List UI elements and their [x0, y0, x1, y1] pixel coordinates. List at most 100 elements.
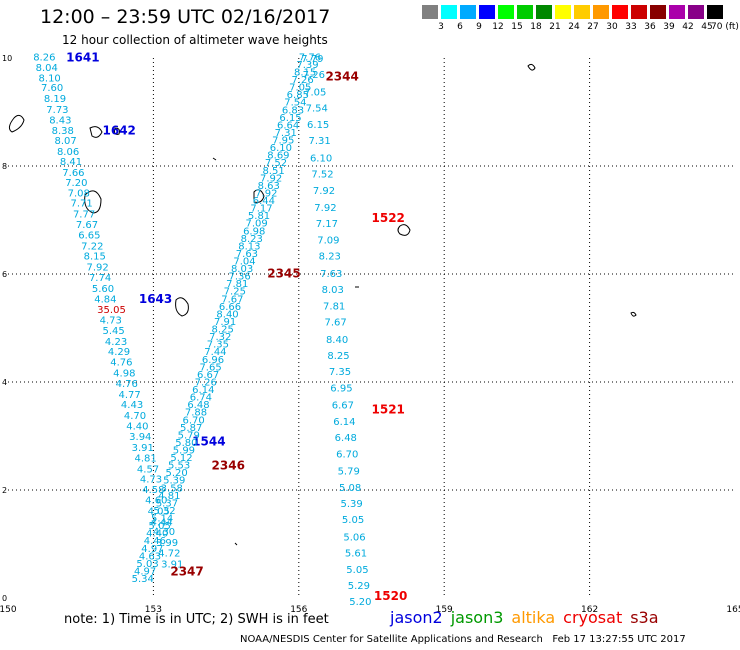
jason2-wave-height: 4.72: [158, 549, 180, 560]
scale-swatch: [555, 5, 571, 19]
cryosat-wave-height: 7.05: [304, 87, 326, 98]
s3a-wave-height: 7.91: [214, 317, 236, 328]
jason2-wave-height: 3.91: [161, 559, 183, 570]
cryosat-wave-height: 5.08: [339, 483, 361, 494]
jason2-wave-height: 8.43: [49, 116, 71, 127]
s3a-wave-height: 7.81: [226, 279, 248, 290]
island-outline: [89, 126, 103, 138]
s3a-wave-height: 5.32: [153, 506, 175, 517]
s3a-wave-height: 8.15: [294, 68, 316, 79]
s3a-wave-height: 6.74: [190, 393, 212, 404]
cryosat-wave-height: 5.29: [348, 581, 370, 592]
s3a-wave-height: 5.12: [170, 453, 192, 464]
s3a-wave-height: 7.17: [250, 204, 272, 215]
scale-label: 39: [663, 22, 675, 32]
x-tick-label: 153: [145, 605, 162, 615]
cryosat-wave-height: 6.95: [330, 383, 352, 394]
jason2-wave-height: 5.60: [92, 284, 114, 295]
scale-swatch: [707, 5, 723, 19]
s3a-wave-height: 5.80: [175, 438, 197, 449]
s3a-wave-height: 4.40: [146, 529, 168, 540]
chart-subtitle: 12 hour collection of altimeter wave hei…: [62, 33, 328, 47]
jason2-wave-height: 4.30: [153, 527, 175, 538]
s3a-wave-height: 5.39: [163, 476, 185, 487]
cryosat-wave-height: 8.25: [327, 351, 349, 362]
s3a-wave-height: 5.20: [166, 468, 188, 479]
cryosat-wave-height: 6.48: [335, 433, 357, 444]
scale-swatch: [479, 5, 495, 19]
cryosat-wave-height: 7.92: [313, 186, 335, 197]
jason2-wave-height: 4.73: [100, 315, 122, 326]
s3a-wave-height: 6.14: [192, 385, 214, 396]
scale-label: 6: [457, 22, 463, 32]
s3a-wave-height: 7.92: [255, 188, 277, 199]
jason2-time-label: 1643: [139, 292, 172, 306]
cryosat-wave-height: 7.17: [316, 219, 338, 230]
jason2-wave-height: 4.76: [110, 357, 132, 368]
y-tick-label: 2: [2, 486, 7, 495]
s3a-time-label: 2345: [267, 266, 300, 280]
jason2-wave-height: 3.99: [156, 538, 178, 549]
s3a-wave-height: 6.48: [187, 400, 209, 411]
s3a-wave-height: 4.63: [139, 551, 161, 562]
scale-label: 18: [530, 22, 542, 32]
s3a-wave-height: 5.05: [149, 521, 171, 532]
s3a-wave-height: 7.25: [224, 287, 246, 298]
jason2-wave-height: 4.44: [150, 517, 172, 528]
jason2-wave-height: 7.74: [89, 273, 111, 284]
s3a-wave-height: 8.40: [216, 309, 238, 320]
y-tick-label: 0: [2, 594, 7, 603]
s3a-wave-height: 4.46: [144, 536, 166, 547]
scale-swatch: [460, 5, 476, 19]
island-outline: [397, 224, 411, 236]
jason2-wave-height: 7.73: [46, 105, 68, 116]
y-tick-label: 6: [2, 270, 7, 279]
island-outline: [630, 311, 637, 317]
cryosat-wave-height: 7.79: [301, 54, 323, 65]
jason2-time-label: 1641: [66, 50, 99, 64]
scale-swatch: [631, 5, 647, 19]
island-outline: [212, 157, 217, 161]
s3a-wave-height: 7.65: [199, 362, 221, 373]
cryosat-wave-height: 8.23: [319, 252, 341, 263]
scale-swatch: [688, 5, 704, 19]
jason2-wave-height: 4.70: [124, 411, 146, 422]
y-tick-label: 4: [2, 378, 7, 387]
jason2-wave-height: 8.19: [44, 94, 66, 105]
scale-label: 12: [492, 22, 504, 32]
island-outline: [114, 127, 120, 135]
jason2-wave-height: 7.22: [81, 241, 103, 252]
s3a-wave-height: 5.37: [156, 498, 178, 509]
jason2-wave-height: 4.73: [140, 475, 162, 486]
jason2-wave-height: 4.57: [137, 464, 159, 475]
s3a-wave-height: 6.96: [202, 355, 224, 366]
cryosat-wave-height: 5.05: [342, 515, 364, 526]
s3a-wave-height: 8.25: [212, 325, 234, 336]
cryosat-wave-height: 7.26: [303, 70, 325, 81]
jason2-wave-height: 4.76: [116, 379, 138, 390]
s3a-wave-height: 7.31: [275, 128, 297, 139]
jason2-wave-height: 4.98: [113, 368, 135, 379]
jason2-time-label: 1642: [103, 123, 136, 137]
s3a-wave-height: 6.66: [219, 302, 241, 313]
s3a-wave-height: 7.92: [260, 173, 282, 184]
cryosat-wave-height: 7.52: [311, 170, 333, 181]
jason2-wave-height: 8.04: [36, 63, 58, 74]
scale-swatch: [517, 5, 533, 19]
s3a-wave-height: 8.13: [238, 241, 260, 252]
s3a-wave-height: 5.87: [180, 423, 202, 434]
scale-swatch: [669, 5, 685, 19]
scale-swatch: [593, 5, 609, 19]
s3a-wave-height: 7.32: [209, 332, 231, 343]
scale-swatch: [441, 5, 457, 19]
s3a-wave-height: 6.15: [279, 113, 301, 124]
axis-ticks: 150 153 156 159 162 165 0 2 4 6 8 10: [0, 54, 740, 615]
s3a-wave-height: 5.53: [168, 461, 190, 472]
s3a-wave-height: 6.85: [287, 90, 309, 101]
cryosat-wave-height: 8.40: [326, 335, 348, 346]
legend-cryosat: cryosat: [563, 608, 623, 627]
jason2-wave-height: 4.60: [145, 496, 167, 507]
jason2-wave-height: 8.06: [57, 147, 79, 158]
s3a-wave-height: 5.81: [248, 211, 270, 222]
scale-swatch: [422, 5, 438, 19]
